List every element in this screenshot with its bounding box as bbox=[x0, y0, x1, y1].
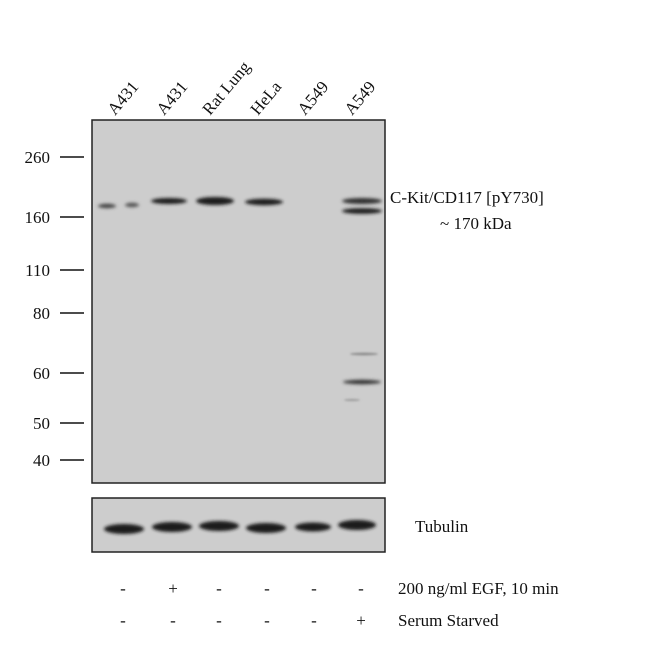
treatment-sign: + bbox=[168, 579, 178, 598]
treatment-sign: - bbox=[264, 579, 270, 598]
marker-label: 60 bbox=[33, 364, 50, 383]
treatment-sign: - bbox=[120, 579, 126, 598]
treatment-sign: - bbox=[311, 611, 317, 630]
marker-label: 80 bbox=[33, 304, 50, 323]
treatment-sign: - bbox=[216, 579, 222, 598]
bands bbox=[98, 197, 382, 385]
lane-label: A431 bbox=[104, 77, 143, 118]
treatment-sign: - bbox=[358, 579, 364, 598]
treatment-sign: - bbox=[264, 611, 270, 630]
blot-tubulin bbox=[91, 497, 386, 553]
treatment-sign: + bbox=[356, 611, 366, 630]
marker-label: 50 bbox=[33, 414, 50, 433]
lane-label: HeLa bbox=[247, 77, 286, 118]
lane-label: A431 bbox=[153, 77, 192, 118]
loading-control-label: Tubulin bbox=[415, 517, 469, 536]
treatment-sign: - bbox=[311, 579, 317, 598]
bands bbox=[104, 520, 376, 534]
treatment-sign: - bbox=[170, 611, 176, 630]
treatment-sign: - bbox=[120, 611, 126, 630]
faint-bands bbox=[344, 352, 378, 401]
blot-main bbox=[91, 119, 386, 484]
lane-label: Rat Lung bbox=[199, 57, 255, 118]
membrane bbox=[91, 119, 386, 484]
marker-label: 40 bbox=[33, 451, 50, 470]
marker-label: 260 bbox=[25, 148, 51, 167]
lane-label: A549 bbox=[294, 77, 333, 118]
marker-label: 160 bbox=[25, 208, 51, 227]
treatment-label: 200 ng/ml EGF, 10 min bbox=[398, 579, 559, 598]
marker-label: 110 bbox=[25, 261, 50, 280]
treatment-label: Serum Starved bbox=[398, 611, 499, 630]
treatment-sign: - bbox=[216, 611, 222, 630]
lane-label: A549 bbox=[341, 77, 380, 118]
target-label: C-Kit/CD117 [pY730] bbox=[390, 188, 544, 207]
size-label: ~ 170 kDa bbox=[440, 214, 512, 233]
